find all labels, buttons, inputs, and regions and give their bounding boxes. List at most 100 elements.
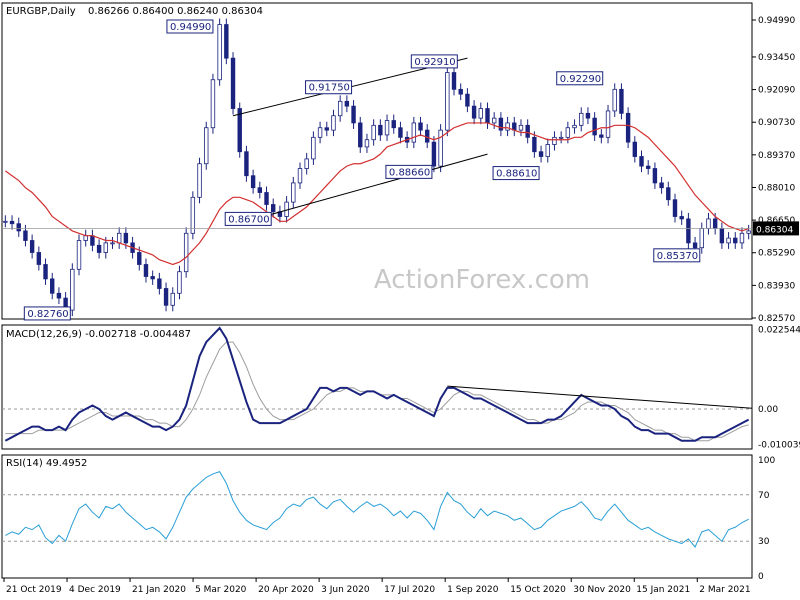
price-candle [190, 196, 196, 234]
price-candle [425, 129, 430, 143]
price-candle [291, 182, 296, 203]
price-candle [29, 240, 35, 253]
price-ytick-label: 0.89370 [758, 151, 795, 161]
price-candle [619, 88, 624, 114]
price-candle [478, 108, 483, 119]
price-candle [699, 228, 704, 249]
watermark: ActionForex.com [374, 265, 590, 295]
macd-trendline [447, 385, 753, 409]
macd-line [4, 326, 750, 442]
ohlc-label: 0.86266 0.86400 0.86240 0.86304 [88, 6, 263, 17]
price-candle [358, 122, 363, 148]
xtick-label: 15 Jan 2021 [636, 585, 690, 595]
price-annotation: 0.92290 [560, 74, 601, 85]
price-candle [558, 136, 564, 139]
macd-ytick-label: 0.00 [758, 405, 778, 415]
price-candle [70, 268, 75, 311]
macd-ytick-label: -0.010039 [758, 440, 800, 450]
rsi-ytick-label: 70 [758, 491, 770, 501]
price-candle [525, 124, 530, 138]
price-candle [498, 117, 504, 131]
price-candle [431, 141, 437, 167]
xtick-label: 20 Apr 2020 [258, 585, 314, 595]
price-candle [445, 72, 450, 131]
price-candle [43, 264, 48, 280]
price-candle [264, 192, 269, 205]
price-candle [391, 120, 396, 129]
price-ytick-label: 0.93450 [758, 53, 795, 63]
price-ytick-label: 0.86650 [758, 216, 795, 226]
price-candle [143, 264, 149, 277]
price-candle [204, 127, 209, 165]
price-annotation-box [556, 71, 604, 86]
xtick-label: 4 Dec 2019 [69, 585, 121, 595]
xtick-label: 21 Oct 2019 [6, 585, 62, 595]
xtick-label: 17 Jul 2020 [384, 585, 435, 595]
price-annotation: 0.91750 [309, 83, 350, 94]
price-candle [672, 199, 678, 217]
price-candle [592, 117, 597, 136]
price-ytick-label: 0.82570 [758, 314, 795, 324]
price-candle [103, 242, 108, 253]
price-candle [505, 122, 510, 131]
price-candle [23, 230, 28, 241]
price-candle [538, 151, 544, 157]
macd-signal-line [5, 341, 749, 442]
price-annotation-box [653, 248, 701, 263]
price-candle [36, 252, 42, 265]
price-annotation-box [166, 19, 214, 34]
price-candle [518, 124, 524, 131]
rsi-ytick-label: 0 [758, 572, 764, 582]
rsi-line [5, 470, 749, 548]
price-candle [217, 24, 222, 81]
price-candle [458, 88, 463, 95]
price-candle [96, 244, 102, 253]
price-candle [317, 127, 323, 138]
price-candle [16, 223, 21, 232]
price-candle [116, 232, 122, 244]
xtick-label: 1 Sep 2020 [447, 585, 499, 595]
price-candle [3, 220, 8, 223]
price-candle [465, 93, 470, 107]
price-candle [170, 292, 175, 306]
price-candle [471, 105, 477, 119]
price-candle [625, 112, 631, 143]
price-candle [679, 216, 684, 220]
price-candle [411, 122, 417, 143]
rsi-ytick-label: 30 [758, 537, 770, 547]
rsi-panel: 100 70 30 0 [1, 454, 775, 582]
price-candle [585, 112, 591, 119]
price-candle [384, 120, 390, 136]
price-candle [746, 230, 751, 234]
price-candle [177, 271, 182, 294]
price-candle [150, 276, 155, 280]
price-ytick-label: 0.90730 [758, 118, 795, 128]
price-candle [297, 168, 303, 184]
price-annotation: 0.94990 [170, 22, 211, 33]
price-candle [210, 79, 216, 129]
price-candle [163, 288, 169, 306]
price-annotation-box [410, 54, 458, 69]
macd-ytick-label: 0.022544 [758, 326, 800, 336]
price-candle [324, 127, 329, 131]
price-candle [692, 242, 698, 249]
price-candle [532, 136, 537, 153]
price-candle [76, 240, 82, 270]
price-candle [605, 110, 611, 138]
price-candle [666, 187, 671, 201]
price-ytick-label: 0.83930 [758, 281, 795, 291]
xtick-label: 3 Jun 2020 [321, 585, 370, 595]
price-candle [438, 129, 443, 167]
macd-panel: 0.022544 0.00 -0.010039 [1, 324, 800, 450]
price-ytick-label: 0.92090 [758, 86, 795, 96]
price-candle [83, 235, 88, 241]
price-ytick-label: 0.88010 [758, 183, 795, 193]
price-candle [337, 100, 343, 117]
price-candle [331, 115, 336, 131]
price-candle [183, 232, 189, 273]
rsi-ytick-label: 100 [758, 456, 775, 466]
price-candle [56, 292, 62, 299]
moving-average-line [4, 122, 749, 266]
price-candle [726, 237, 731, 244]
